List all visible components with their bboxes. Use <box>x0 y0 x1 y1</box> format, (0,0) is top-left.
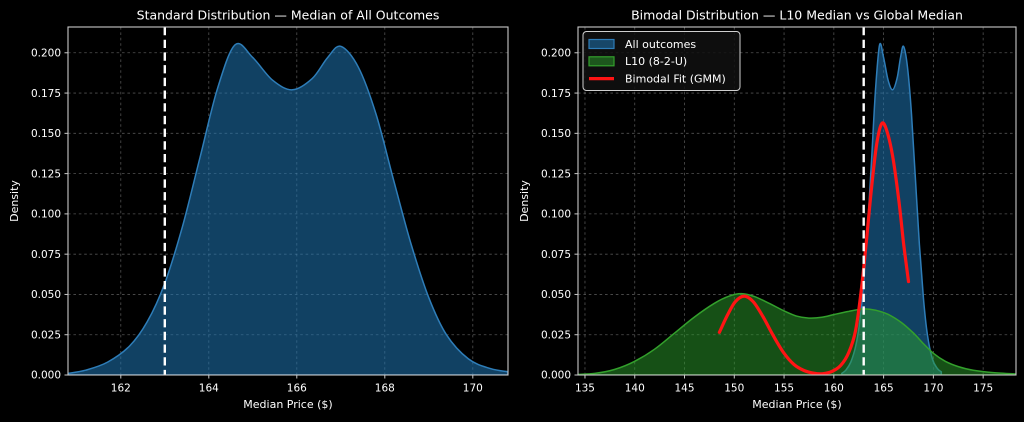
chart-title: Bimodal Distribution — L10 Median vs Glo… <box>631 8 963 23</box>
x-tick-label: 166 <box>287 383 307 395</box>
x-tick-label: 165 <box>874 383 894 395</box>
x-tick-label: 145 <box>674 383 694 395</box>
y-tick-label: 0.000 <box>31 370 61 382</box>
legend-label: L10 (8-2-U) <box>625 55 687 68</box>
y-tick-label: 0.150 <box>31 128 61 140</box>
fit-line-bimodal-fit-gmm <box>717 121 911 375</box>
x-axis-label: Median Price ($) <box>243 398 332 411</box>
y-axis-label: Density <box>518 180 531 222</box>
x-tick-label: 160 <box>824 383 844 395</box>
y-tick-label: 0.175 <box>541 88 571 100</box>
y-tick-label: 0.125 <box>541 168 571 180</box>
y-tick-label: 0.000 <box>541 370 571 382</box>
y-tick-label: 0.075 <box>541 249 571 261</box>
x-tick-label: 164 <box>199 383 219 395</box>
y-tick-label: 0.100 <box>31 209 61 221</box>
y-tick-label: 0.100 <box>541 209 571 221</box>
y-axis-label: Density <box>8 180 21 222</box>
y-tick-label: 0.175 <box>31 88 61 100</box>
legend: All outcomes L10 (8-2-U) Bimodal Fit (GMM) <box>582 31 741 91</box>
axes-spines <box>67 26 509 376</box>
legend-label: Bimodal Fit (GMM) <box>625 72 726 85</box>
legend-box <box>582 31 741 91</box>
y-tick-label: 0.200 <box>541 47 571 59</box>
x-tick-label: 175 <box>973 383 993 395</box>
y-tick-label: 0.200 <box>31 47 61 59</box>
standard-subplot: 162 164 166 168 170 0.000 0.025 0.050 0.075 0.100… <box>8 8 509 411</box>
kde-area-all-outcomes <box>68 42 508 375</box>
y-tick-label: 0.150 <box>541 128 571 140</box>
series-group <box>578 42 1016 375</box>
y-tick-label: 0.050 <box>541 289 571 301</box>
chart-title: Standard Distribution — Median of All Ou… <box>137 8 440 23</box>
x-tick-label: 155 <box>774 383 794 395</box>
axes-spines <box>577 26 1017 376</box>
legend-label: All outcomes <box>625 38 696 51</box>
x-tick-label: 170 <box>463 383 483 395</box>
kde-area-l10-8-2-u <box>578 292 1016 375</box>
bimodal-subplot: 135 140 145 150 155 160 165 170 175 0.000 0.025 0.0… <box>518 8 1017 411</box>
x-axis-label: Median Price ($) <box>752 398 841 411</box>
legend-swatch-all-outcomes <box>588 38 615 50</box>
x-tick-label: 162 <box>111 383 131 395</box>
x-tick-label: 135 <box>575 383 595 395</box>
y-tick-label: 0.075 <box>31 249 61 261</box>
y-tick-label: 0.025 <box>31 329 61 341</box>
x-tick-label: 150 <box>724 383 744 395</box>
x-tick-label: 170 <box>923 383 943 395</box>
x-tick-label: 168 <box>375 383 395 395</box>
tick-marks <box>574 52 984 379</box>
y-tick-label: 0.125 <box>31 168 61 180</box>
tick-marks <box>64 52 474 379</box>
series-group <box>68 42 508 375</box>
x-tick-label: 140 <box>625 383 645 395</box>
y-tick-label: 0.050 <box>31 289 61 301</box>
y-tick-label: 0.025 <box>541 329 571 341</box>
legend-swatch-l10-8-2-u <box>588 56 615 67</box>
